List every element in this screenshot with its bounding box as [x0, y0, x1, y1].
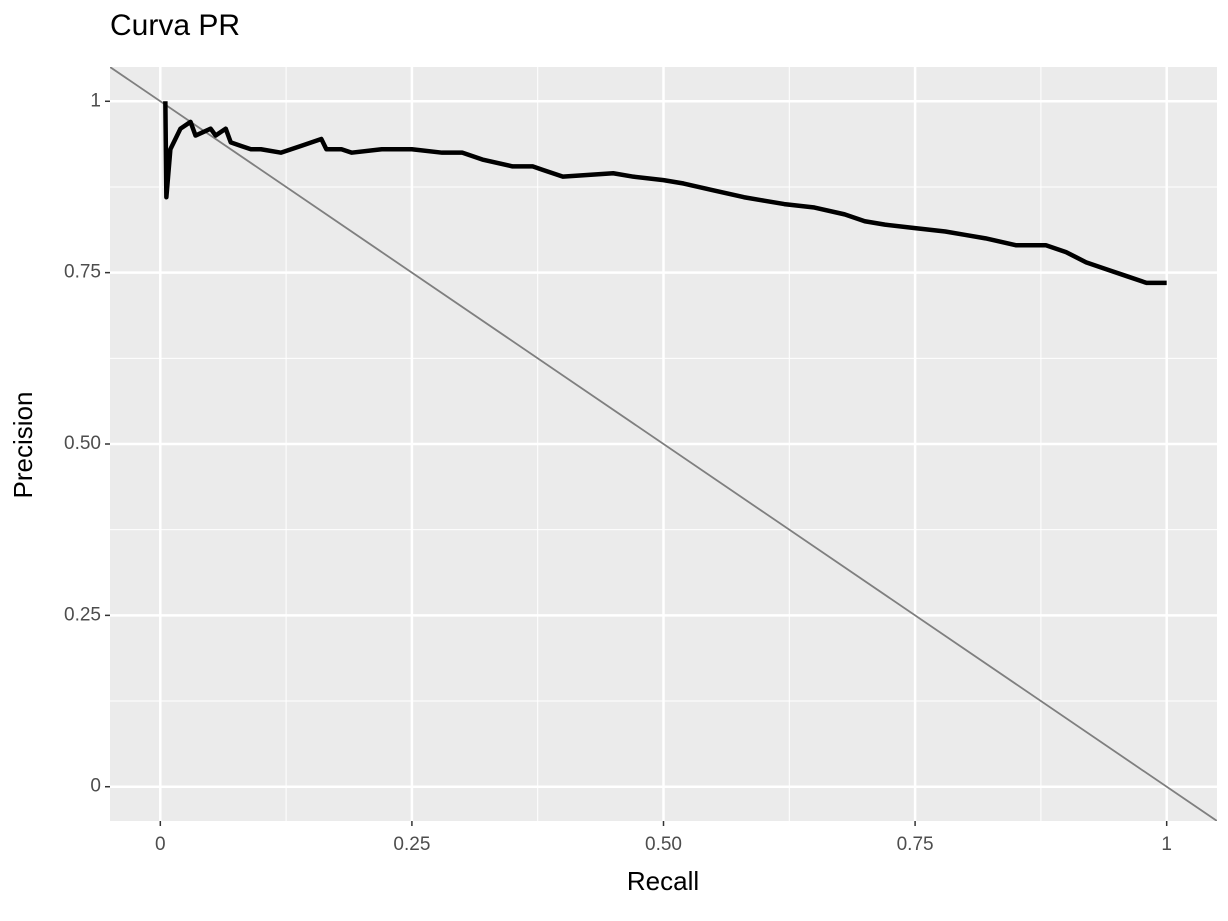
x-axis-title: Recall — [627, 866, 699, 896]
reference-line — [110, 67, 1217, 821]
y-tick-label: 0.50 — [64, 433, 101, 454]
x-tick-label: 0.25 — [393, 834, 430, 855]
y-tick-label: 1 — [90, 90, 101, 111]
x-tick-label: 1 — [1161, 834, 1172, 855]
pr-curve — [163, 101, 1167, 286]
y-tick-label: 0.75 — [64, 262, 101, 283]
y-tick-label: 0.25 — [64, 604, 101, 625]
x-tick-label: 0 — [155, 834, 166, 855]
y-axis-title: Precision — [8, 392, 38, 499]
x-tick-label: 0.50 — [645, 834, 682, 855]
chart-title: Curva PR — [110, 9, 240, 42]
y-tick-label: 0 — [90, 776, 101, 797]
x-tick-label: 0.75 — [897, 834, 934, 855]
